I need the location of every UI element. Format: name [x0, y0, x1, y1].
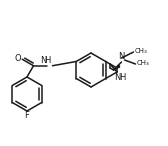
Text: CH₃: CH₃ [134, 48, 147, 54]
Text: N: N [40, 56, 47, 65]
Text: CH₃: CH₃ [136, 60, 149, 66]
Text: O: O [15, 54, 22, 63]
Text: N: N [114, 73, 120, 82]
Text: H: H [44, 56, 51, 65]
Text: F: F [25, 112, 29, 120]
Text: H: H [119, 73, 125, 82]
Text: N: N [118, 53, 125, 61]
